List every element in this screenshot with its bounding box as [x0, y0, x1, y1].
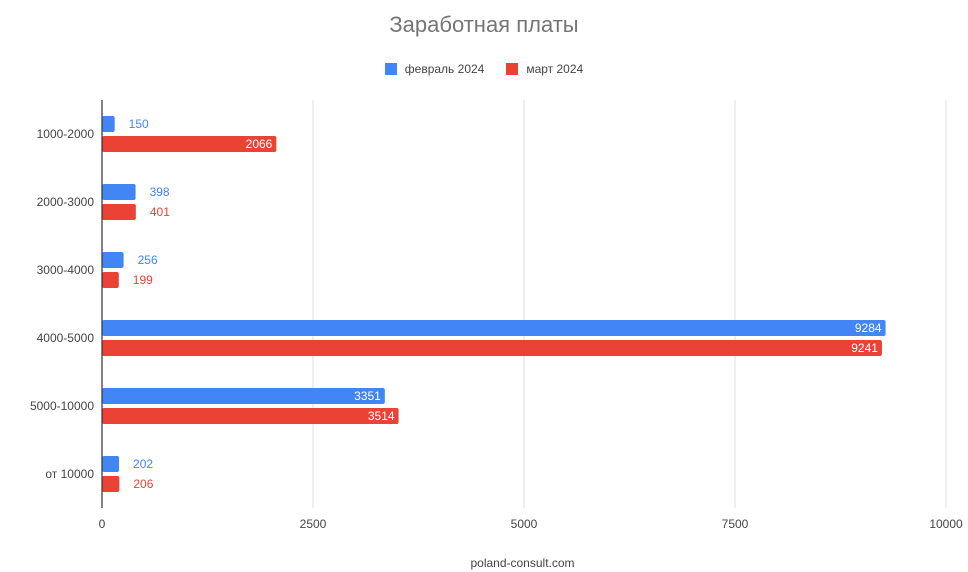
bar [102, 456, 120, 472]
bar-data-label: 3351 [354, 389, 381, 403]
bar-data-label: 398 [150, 185, 170, 199]
bar [102, 320, 886, 336]
bar-data-label: 206 [133, 477, 153, 491]
bar-data-label: 202 [133, 457, 153, 471]
chart-title: Заработная платы [389, 12, 579, 37]
legend-label-march: март 2024 [526, 62, 584, 76]
y-tick-label: 3000-4000 [37, 263, 95, 277]
bar [102, 252, 124, 268]
bar [102, 388, 385, 404]
bar-data-label: 150 [129, 117, 149, 131]
x-tick-label: 10000 [929, 517, 963, 531]
bar [102, 136, 277, 152]
bar [102, 476, 120, 492]
y-tick-label: от 10000 [45, 467, 94, 481]
bar [102, 272, 119, 288]
y-tick-label: 2000-3000 [37, 195, 95, 209]
bar [102, 204, 136, 220]
bar-data-label: 401 [150, 205, 170, 219]
legend-item-february[interactable]: февраль 2024 [384, 62, 485, 76]
x-tick-label: 5000 [511, 517, 538, 531]
legend-swatch-march [506, 63, 519, 75]
legend-item-march[interactable]: март 2024 [506, 62, 583, 76]
x-tick-label: 2500 [300, 517, 327, 531]
bar-data-label: 199 [133, 273, 153, 287]
x-tick-label: 7500 [722, 517, 749, 531]
y-tick-label: 5000-10000 [30, 399, 94, 413]
x-tick-label: 0 [99, 517, 106, 531]
x-axis-label: poland-consult.com [470, 556, 575, 570]
bar [102, 340, 882, 356]
y-tick-label: 1000-2000 [37, 127, 95, 141]
bar-data-label: 9241 [851, 341, 878, 355]
bar [102, 116, 115, 132]
y-tick-label: 4000-5000 [37, 331, 95, 345]
bar [102, 408, 399, 424]
bar [102, 184, 136, 200]
bar-data-label: 3514 [368, 409, 395, 423]
legend: февраль 2024 март 2024 [0, 62, 968, 76]
bar-data-label: 2066 [246, 137, 273, 151]
legend-swatch-february [384, 63, 397, 75]
bar-data-label: 9284 [855, 321, 882, 335]
legend-label-february: февраль 2024 [404, 62, 485, 76]
bar-data-label: 256 [138, 253, 158, 267]
